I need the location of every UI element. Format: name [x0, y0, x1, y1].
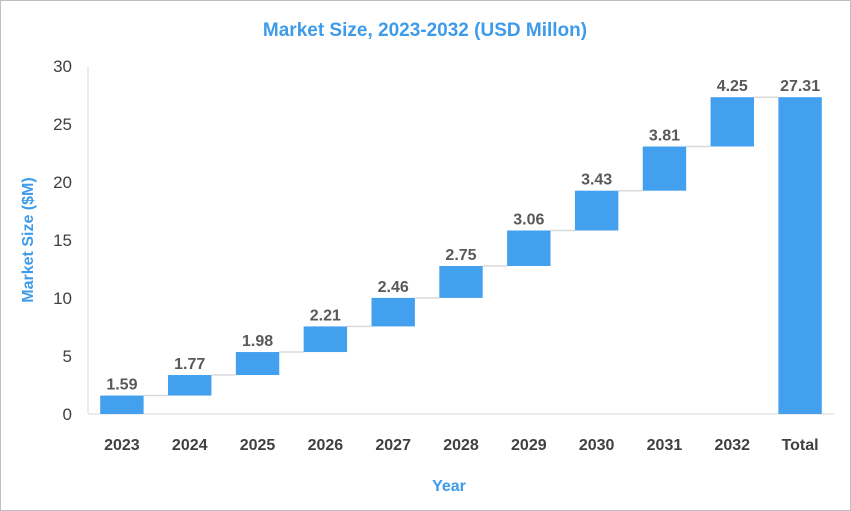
data-labels: 1.59 1.77 1.98 2.21 2.46 2.75 3.06 3.43 3.81 4.25… [106, 78, 820, 393]
bar-2031 [642, 146, 687, 191]
data-label: 4.25 [717, 78, 748, 95]
x-axis-title: Year [432, 478, 466, 495]
y-tick-label: 30 [53, 57, 72, 76]
category-label: 2023 [104, 437, 140, 454]
category-label: 2028 [443, 437, 479, 454]
category-label: 2030 [579, 437, 615, 454]
data-label: 3.06 [513, 211, 544, 228]
connector-lines [143, 96, 779, 397]
bar-2028 [439, 265, 483, 298]
category-label: 2027 [375, 437, 411, 454]
y-axis-ticks: 0 5 10 15 20 25 30 [53, 57, 72, 424]
category-labels: 2023 2024 2025 2026 2027 2028 2029 2030 2031 2032… [104, 437, 818, 454]
bar-2032 [710, 97, 754, 147]
bar-2025 [235, 352, 280, 376]
data-label: 1.77 [174, 356, 205, 373]
y-tick-label: 10 [53, 289, 72, 308]
chart-title: Market Size, 2023-2032 (USD Millon) [263, 20, 587, 41]
category-label: 2032 [714, 437, 750, 454]
category-label: 2029 [511, 437, 547, 454]
y-tick-label: 15 [53, 231, 72, 250]
bars [100, 97, 822, 414]
bar-2027 [371, 297, 415, 327]
y-tick-label: 5 [63, 347, 72, 366]
data-label: 1.59 [106, 377, 137, 394]
bar-total [778, 97, 822, 414]
y-tick-label: 20 [53, 173, 72, 192]
category-label: 2026 [308, 437, 344, 454]
bar-2023 [100, 395, 144, 414]
category-label: 2031 [647, 437, 683, 454]
data-label: 3.81 [649, 128, 680, 145]
data-label: 27.31 [780, 78, 820, 95]
category-label: 2024 [172, 437, 208, 454]
category-label: 2025 [240, 437, 276, 454]
category-label: Total [782, 437, 819, 454]
data-label: 1.98 [242, 333, 273, 350]
bar-2026 [303, 326, 348, 353]
data-label: 2.75 [445, 247, 476, 264]
y-tick-label: 25 [53, 115, 72, 134]
y-axis-title: Market Size ($M) [20, 177, 37, 302]
data-label: 2.21 [310, 307, 341, 324]
y-tick-label: 0 [63, 405, 72, 424]
data-label: 2.46 [378, 279, 409, 296]
bar-2029 [507, 230, 551, 266]
data-label: 3.43 [581, 172, 612, 189]
bar-2024 [168, 375, 212, 396]
bar-2030 [574, 190, 619, 231]
